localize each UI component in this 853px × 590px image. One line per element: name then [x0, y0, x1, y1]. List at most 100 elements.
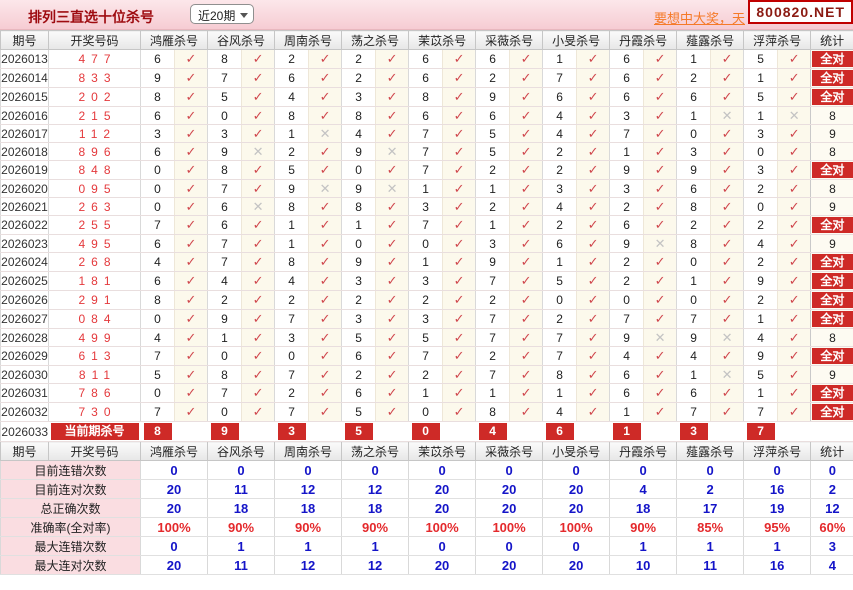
kill-number: 2 [475, 346, 510, 366]
kill-number: 4 [140, 252, 175, 272]
summary-value: 20 [139, 498, 208, 518]
kill-number: 7 [408, 215, 443, 235]
table-row: 2026021 263 0 ✓ 6 ✕ 8 ✓ 8 ✓ 3 ✓ 2 ✓ 4 ✓ 2 ✓ 8 ✓ 0 ✓ 9 [0, 197, 853, 216]
cross-icon: ✕ [241, 142, 275, 161]
check-icon: ✓ [576, 124, 610, 143]
kill-number: 4 [542, 402, 577, 422]
empty-cell [442, 421, 476, 442]
check-icon: ✓ [442, 234, 476, 253]
kill-number: 2 [609, 252, 644, 272]
watermark-link[interactable]: 800820.NET [748, 0, 853, 24]
check-icon: ✓ [643, 124, 677, 143]
header-stat: 统计 [810, 441, 853, 461]
cross-icon: ✕ [777, 106, 811, 125]
table-row: 2026014 833 9 ✓ 7 ✓ 6 ✓ 2 ✓ 6 ✓ 2 ✓ 7 ✓ 6 ✓ 2 ✓ 1 ✓ 全对 [0, 68, 853, 88]
draw-number-cell: 786 [48, 383, 141, 403]
table-row: 2026015 202 8 ✓ 5 ✓ 4 ✓ 3 ✓ 8 ✓ 9 ✓ 6 ✓ 6 ✓ 6 ✓ 5 ✓ 全对 [0, 87, 853, 107]
check-icon: ✓ [375, 402, 409, 422]
header-period: 期号 [0, 30, 49, 50]
kill-number: 7 [408, 142, 443, 161]
kill-number: 6 [542, 234, 577, 253]
period-cell: 2026021 [0, 197, 49, 216]
check-icon: ✓ [308, 252, 342, 272]
check-icon: ✓ [509, 179, 543, 198]
header-period: 期号 [0, 441, 49, 461]
check-icon: ✓ [710, 179, 744, 198]
kill-number: 4 [274, 87, 309, 107]
draw-number-cell: 255 [48, 215, 141, 235]
promo-link[interactable]: 要想中大奖，天 [653, 11, 745, 26]
kill-number: 6 [676, 87, 711, 107]
summary-label: 准确率(全对率) [0, 517, 141, 537]
kill-number: 8 [207, 160, 242, 180]
check-icon: ✓ [777, 142, 811, 161]
draw-number-cell: 095 [48, 179, 141, 198]
stat-cell: 全对 [810, 252, 853, 272]
kill-number: 7 [542, 346, 577, 366]
empty-cell [509, 421, 543, 442]
kill-number: 1 [676, 106, 711, 125]
kill-number-badge: 1 [612, 423, 641, 440]
kill-number: 6 [676, 383, 711, 403]
stat-cell: 8 [810, 142, 853, 161]
check-icon: ✓ [509, 309, 543, 329]
period-range-select[interactable]: 近20期 [190, 4, 255, 24]
check-icon: ✓ [308, 106, 342, 125]
kill-number: 9 [207, 142, 242, 161]
check-icon: ✓ [576, 106, 610, 125]
check-icon: ✓ [375, 365, 409, 384]
check-icon: ✓ [576, 346, 610, 366]
kill-number: 2 [676, 68, 711, 88]
kill-number: 3 [475, 234, 510, 253]
check-icon: ✓ [710, 234, 744, 253]
kill-number: 1 [609, 402, 644, 422]
draw-number-cell: 477 [48, 49, 141, 69]
kill-number: 2 [274, 49, 309, 69]
empty-cell [643, 421, 677, 442]
kill-number: 1 [676, 365, 711, 384]
kill-number: 1 [676, 49, 711, 69]
stat-cell: 9 [810, 234, 853, 253]
check-icon: ✓ [375, 346, 409, 366]
summary-value: 20 [139, 479, 208, 499]
kill-number: 9 [475, 252, 510, 272]
check-icon: ✓ [442, 106, 476, 125]
kill-number: 6 [408, 68, 443, 88]
kill-number: 6 [475, 49, 510, 69]
summary-value: 95% [743, 517, 811, 537]
kill-number: 6 [341, 383, 376, 403]
kill-number: 6 [140, 234, 175, 253]
check-icon: ✓ [442, 87, 476, 107]
kill-number: 2 [274, 142, 309, 161]
check-icon: ✓ [308, 290, 342, 310]
check-icon: ✓ [643, 49, 677, 69]
summary-value: 0 [542, 536, 610, 556]
empty-cell [375, 421, 409, 442]
cross-icon: ✕ [241, 197, 275, 216]
summary-value: 11 [207, 479, 275, 499]
stat-cell: 全对 [810, 346, 853, 366]
check-icon: ✓ [442, 328, 476, 347]
kill-number-badge: 5 [344, 423, 373, 440]
header-expert-5: 采薇杀号 [475, 30, 544, 50]
kill-number: 2 [475, 197, 510, 216]
check-icon: ✓ [509, 234, 543, 253]
kill-number: 0 [140, 309, 175, 329]
summary-value: 0 [408, 536, 476, 556]
kill-number: 6 [274, 68, 309, 88]
cross-icon: ✕ [710, 365, 744, 384]
draw-number-cell: 202 [48, 87, 141, 107]
stat-cell: 全对 [810, 309, 853, 329]
kill-number: 7 [676, 402, 711, 422]
check-icon: ✓ [173, 197, 208, 216]
check-icon: ✓ [576, 328, 610, 347]
kill-number: 2 [542, 309, 577, 329]
check-icon: ✓ [777, 383, 811, 403]
period-range-value: 近20期 [198, 9, 236, 23]
kill-number-badge: 4 [478, 423, 507, 440]
kill-number: 2 [743, 179, 778, 198]
check-icon: ✓ [308, 87, 342, 107]
cross-icon: ✕ [643, 328, 677, 347]
check-icon: ✓ [442, 309, 476, 329]
summary-value: 18 [341, 498, 409, 518]
